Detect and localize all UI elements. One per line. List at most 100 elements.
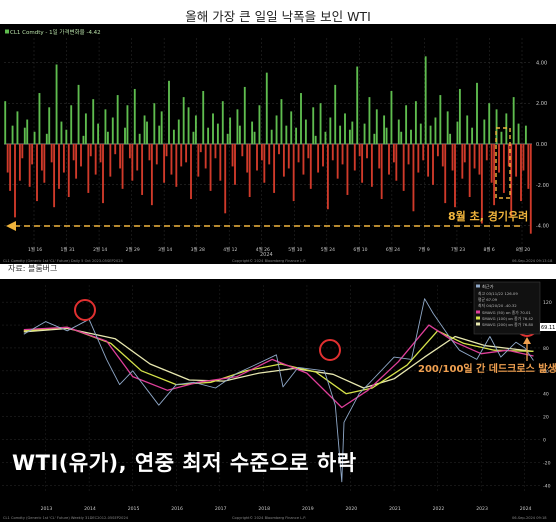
daily-change-bar [388, 144, 390, 175]
daily-change-bar [285, 125, 288, 144]
daily-change-bar [236, 109, 239, 144]
daily-change-bar [402, 144, 405, 191]
daily-change-bar [160, 111, 163, 144]
daily-change-bar [529, 144, 532, 234]
daily-change-bar [194, 115, 197, 144]
top-x-tick-label: 5월 24 [321, 246, 335, 253]
daily-change-bar [292, 144, 295, 202]
daily-change-bar [43, 144, 46, 183]
daily-change-bar [270, 129, 273, 144]
daily-change-bar [238, 125, 241, 144]
daily-change-bar [6, 144, 9, 173]
series-line [23, 324, 534, 409]
daily-change-bar [48, 107, 51, 144]
top-x-tick-label: 7월 9 [418, 246, 429, 253]
daily-change-bar [363, 123, 366, 144]
top-y-tick-label: -2.00 [536, 183, 549, 189]
daily-change-bar [314, 135, 317, 144]
top-x-tick-label: 6월 10 [353, 246, 367, 253]
daily-change-bar [488, 103, 491, 144]
price-tag-value: 69.11 [541, 325, 555, 331]
top-legend-swatch [5, 29, 9, 34]
daily-change-bar [23, 127, 26, 144]
top-chart-legend: CL1 Comdty - 1일 가격변화율 -4.42 [10, 28, 101, 36]
daily-change-bar [468, 144, 471, 197]
daily-change-bar [40, 144, 43, 171]
daily-change-bar [366, 144, 368, 159]
daily-change-bar [309, 144, 312, 189]
daily-change-bar [295, 127, 298, 144]
daily-change-bar [180, 144, 183, 167]
bottom-chart-axis-labels: 120100806040200-20-402013201420152016201… [41, 300, 552, 512]
top-x-tick-label: 1월 16 [28, 246, 42, 253]
daily-change-bar [356, 66, 359, 144]
daily-change-bar [515, 144, 518, 177]
daily-change-bar [148, 144, 151, 161]
daily-change-bar [72, 144, 75, 161]
daily-change-bar [53, 144, 56, 208]
daily-change-bar [326, 144, 329, 210]
top-annotation: 8월 초, 경기우려 [448, 209, 528, 223]
legend-title: 최근가 [482, 283, 494, 290]
bottom-x-tick-label: 2021 [389, 506, 401, 512]
daily-change-bar [278, 144, 280, 155]
daily-change-bar [331, 144, 334, 161]
daily-change-bar [50, 144, 53, 163]
daily-change-bar [4, 101, 7, 144]
daily-change-bar [116, 95, 119, 144]
daily-change-bar [434, 117, 437, 144]
daily-change-bar [114, 144, 117, 155]
daily-change-bar [319, 103, 322, 144]
daily-change-bar [361, 144, 364, 183]
daily-change-bar [31, 144, 34, 165]
daily-change-bar [21, 144, 24, 159]
daily-change-bar [432, 144, 434, 185]
bottom-annotation: 200/100일 간 데드크로스 발생 [418, 362, 556, 375]
top-x-tick-label: 8월 6 [483, 246, 494, 253]
daily-change-bar [524, 125, 527, 144]
daily-change-bar [339, 125, 342, 144]
top-x-tick-label: 4월 26 [256, 246, 270, 253]
daily-change-bar [219, 144, 222, 181]
daily-change-bar [375, 109, 378, 144]
top-chart-axis-labels: 4.00 2.00 0.00 -2.00 -4.00 1월 16 1월 31 2월 14 2월 … [28, 60, 549, 253]
daily-change-bar [348, 129, 351, 144]
bottom-y-tick-label: 60 [543, 369, 549, 375]
daily-change-bar [9, 144, 12, 191]
top-footer-right: 06-Sep-2024 09:13:18 [512, 259, 553, 263]
daily-change-bar [429, 125, 432, 144]
daily-change-bar [500, 131, 503, 144]
annotation-arrow-head [523, 337, 531, 344]
cross-marker-2019 [319, 339, 341, 361]
bottom-y-tick-label: 20 [543, 415, 549, 421]
daily-change-bar [33, 131, 36, 144]
daily-change-bar [136, 144, 139, 171]
daily-change-bar [146, 121, 148, 144]
top-x-tick-label: 3월 28 [191, 246, 205, 253]
daily-change-bar [476, 82, 478, 144]
daily-change-bar [77, 84, 80, 144]
daily-change-bar [341, 144, 344, 165]
bottom-x-tick-label: 2017 [215, 506, 227, 512]
bottom-footer-mid: Copyright© 2024 Bloomberg Finance L.P. [232, 516, 306, 520]
daily-change-bar [16, 111, 19, 144]
daily-change-bar [446, 111, 449, 144]
bottom-y-tick-label: 40 [543, 392, 549, 398]
daily-change-bar [231, 144, 234, 167]
bottom-y-tick-label: 80 [543, 346, 549, 352]
daily-change-bar [336, 144, 339, 179]
top-x-tick-label: 3월 14 [158, 246, 172, 253]
daily-change-bar [280, 99, 283, 144]
daily-change-bar [405, 105, 408, 144]
daily-change-bar [192, 131, 195, 144]
daily-change-bar [197, 144, 200, 177]
bottom-footer-left: CL1 Comdty (Generic 1st 'CL' Future) Wee… [3, 516, 129, 520]
daily-change-bar [520, 144, 522, 202]
daily-change-bar [400, 131, 403, 144]
top-x-tick-label: 2월 29 [126, 246, 140, 253]
daily-change-bar [126, 105, 129, 144]
daily-change-bar [214, 144, 217, 159]
daily-change-bar [168, 80, 170, 144]
daily-change-bar [385, 127, 388, 144]
daily-change-bar [480, 144, 483, 224]
